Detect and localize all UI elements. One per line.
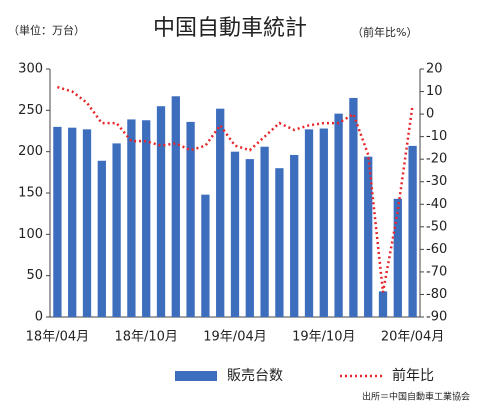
bar bbox=[230, 151, 240, 317]
bar bbox=[245, 159, 254, 317]
bar bbox=[156, 106, 166, 317]
y-tick-label: 50 bbox=[26, 268, 43, 283]
bar bbox=[349, 97, 358, 317]
legend-label: 販売台数 bbox=[227, 368, 283, 384]
bar bbox=[364, 156, 373, 317]
bar bbox=[275, 168, 284, 317]
y2-tick-label: -20 bbox=[426, 152, 447, 167]
y2-tick-label: -80 bbox=[426, 287, 447, 302]
bar bbox=[304, 129, 314, 317]
chart-title: 中国自動車統計 bbox=[153, 16, 307, 41]
y-tick-label: 100 bbox=[18, 227, 43, 242]
legend-swatch bbox=[175, 371, 217, 381]
bar bbox=[290, 154, 299, 317]
source: 出所＝中国自動車工業協会 bbox=[362, 391, 470, 403]
x-tick-label: 19年/10月 bbox=[292, 330, 355, 345]
y2-tick-label: 0 bbox=[426, 107, 434, 122]
bar bbox=[171, 96, 180, 317]
bar bbox=[378, 291, 388, 317]
legend-label: 前年比 bbox=[392, 367, 434, 384]
y-tick-label: 300 bbox=[18, 62, 43, 77]
y2-tick-label: -10 bbox=[426, 129, 447, 144]
y2-tick-label: 20 bbox=[426, 62, 443, 77]
bar bbox=[393, 198, 402, 317]
bar bbox=[82, 129, 92, 317]
y2-tick-label: -40 bbox=[426, 197, 447, 212]
x-tick-label: 19年/04月 bbox=[203, 330, 266, 345]
x-tick-label: 18年/04月 bbox=[26, 330, 89, 345]
y2-tick-label: -60 bbox=[426, 242, 447, 257]
y2-tick-label: -70 bbox=[426, 264, 447, 279]
bar bbox=[97, 160, 106, 317]
y2-tick-label: -90 bbox=[426, 310, 447, 325]
bar bbox=[186, 121, 195, 317]
bar bbox=[68, 127, 77, 318]
bar bbox=[142, 120, 151, 318]
bar bbox=[334, 113, 343, 317]
y-tick-label: 150 bbox=[18, 186, 43, 201]
bar bbox=[53, 126, 62, 317]
y2-tick-label: -30 bbox=[426, 174, 447, 189]
left-unit: （単位：万台） bbox=[8, 23, 85, 37]
bar bbox=[260, 146, 269, 317]
y2-tick-label: 10 bbox=[426, 84, 443, 99]
bar bbox=[408, 145, 417, 317]
y-tick-label: 0 bbox=[35, 310, 43, 325]
y2-tick-label: -50 bbox=[426, 219, 447, 234]
bar bbox=[216, 108, 225, 318]
x-tick-label: 20年/04月 bbox=[381, 330, 444, 345]
right-unit: （前年比%） bbox=[352, 25, 417, 39]
y-tick-label: 250 bbox=[18, 103, 43, 118]
x-tick-label: 18年/10月 bbox=[114, 330, 177, 345]
bar bbox=[201, 194, 210, 317]
bar bbox=[319, 128, 328, 317]
y-tick-label: 200 bbox=[18, 144, 43, 159]
bar bbox=[127, 119, 136, 317]
bar bbox=[112, 143, 121, 317]
